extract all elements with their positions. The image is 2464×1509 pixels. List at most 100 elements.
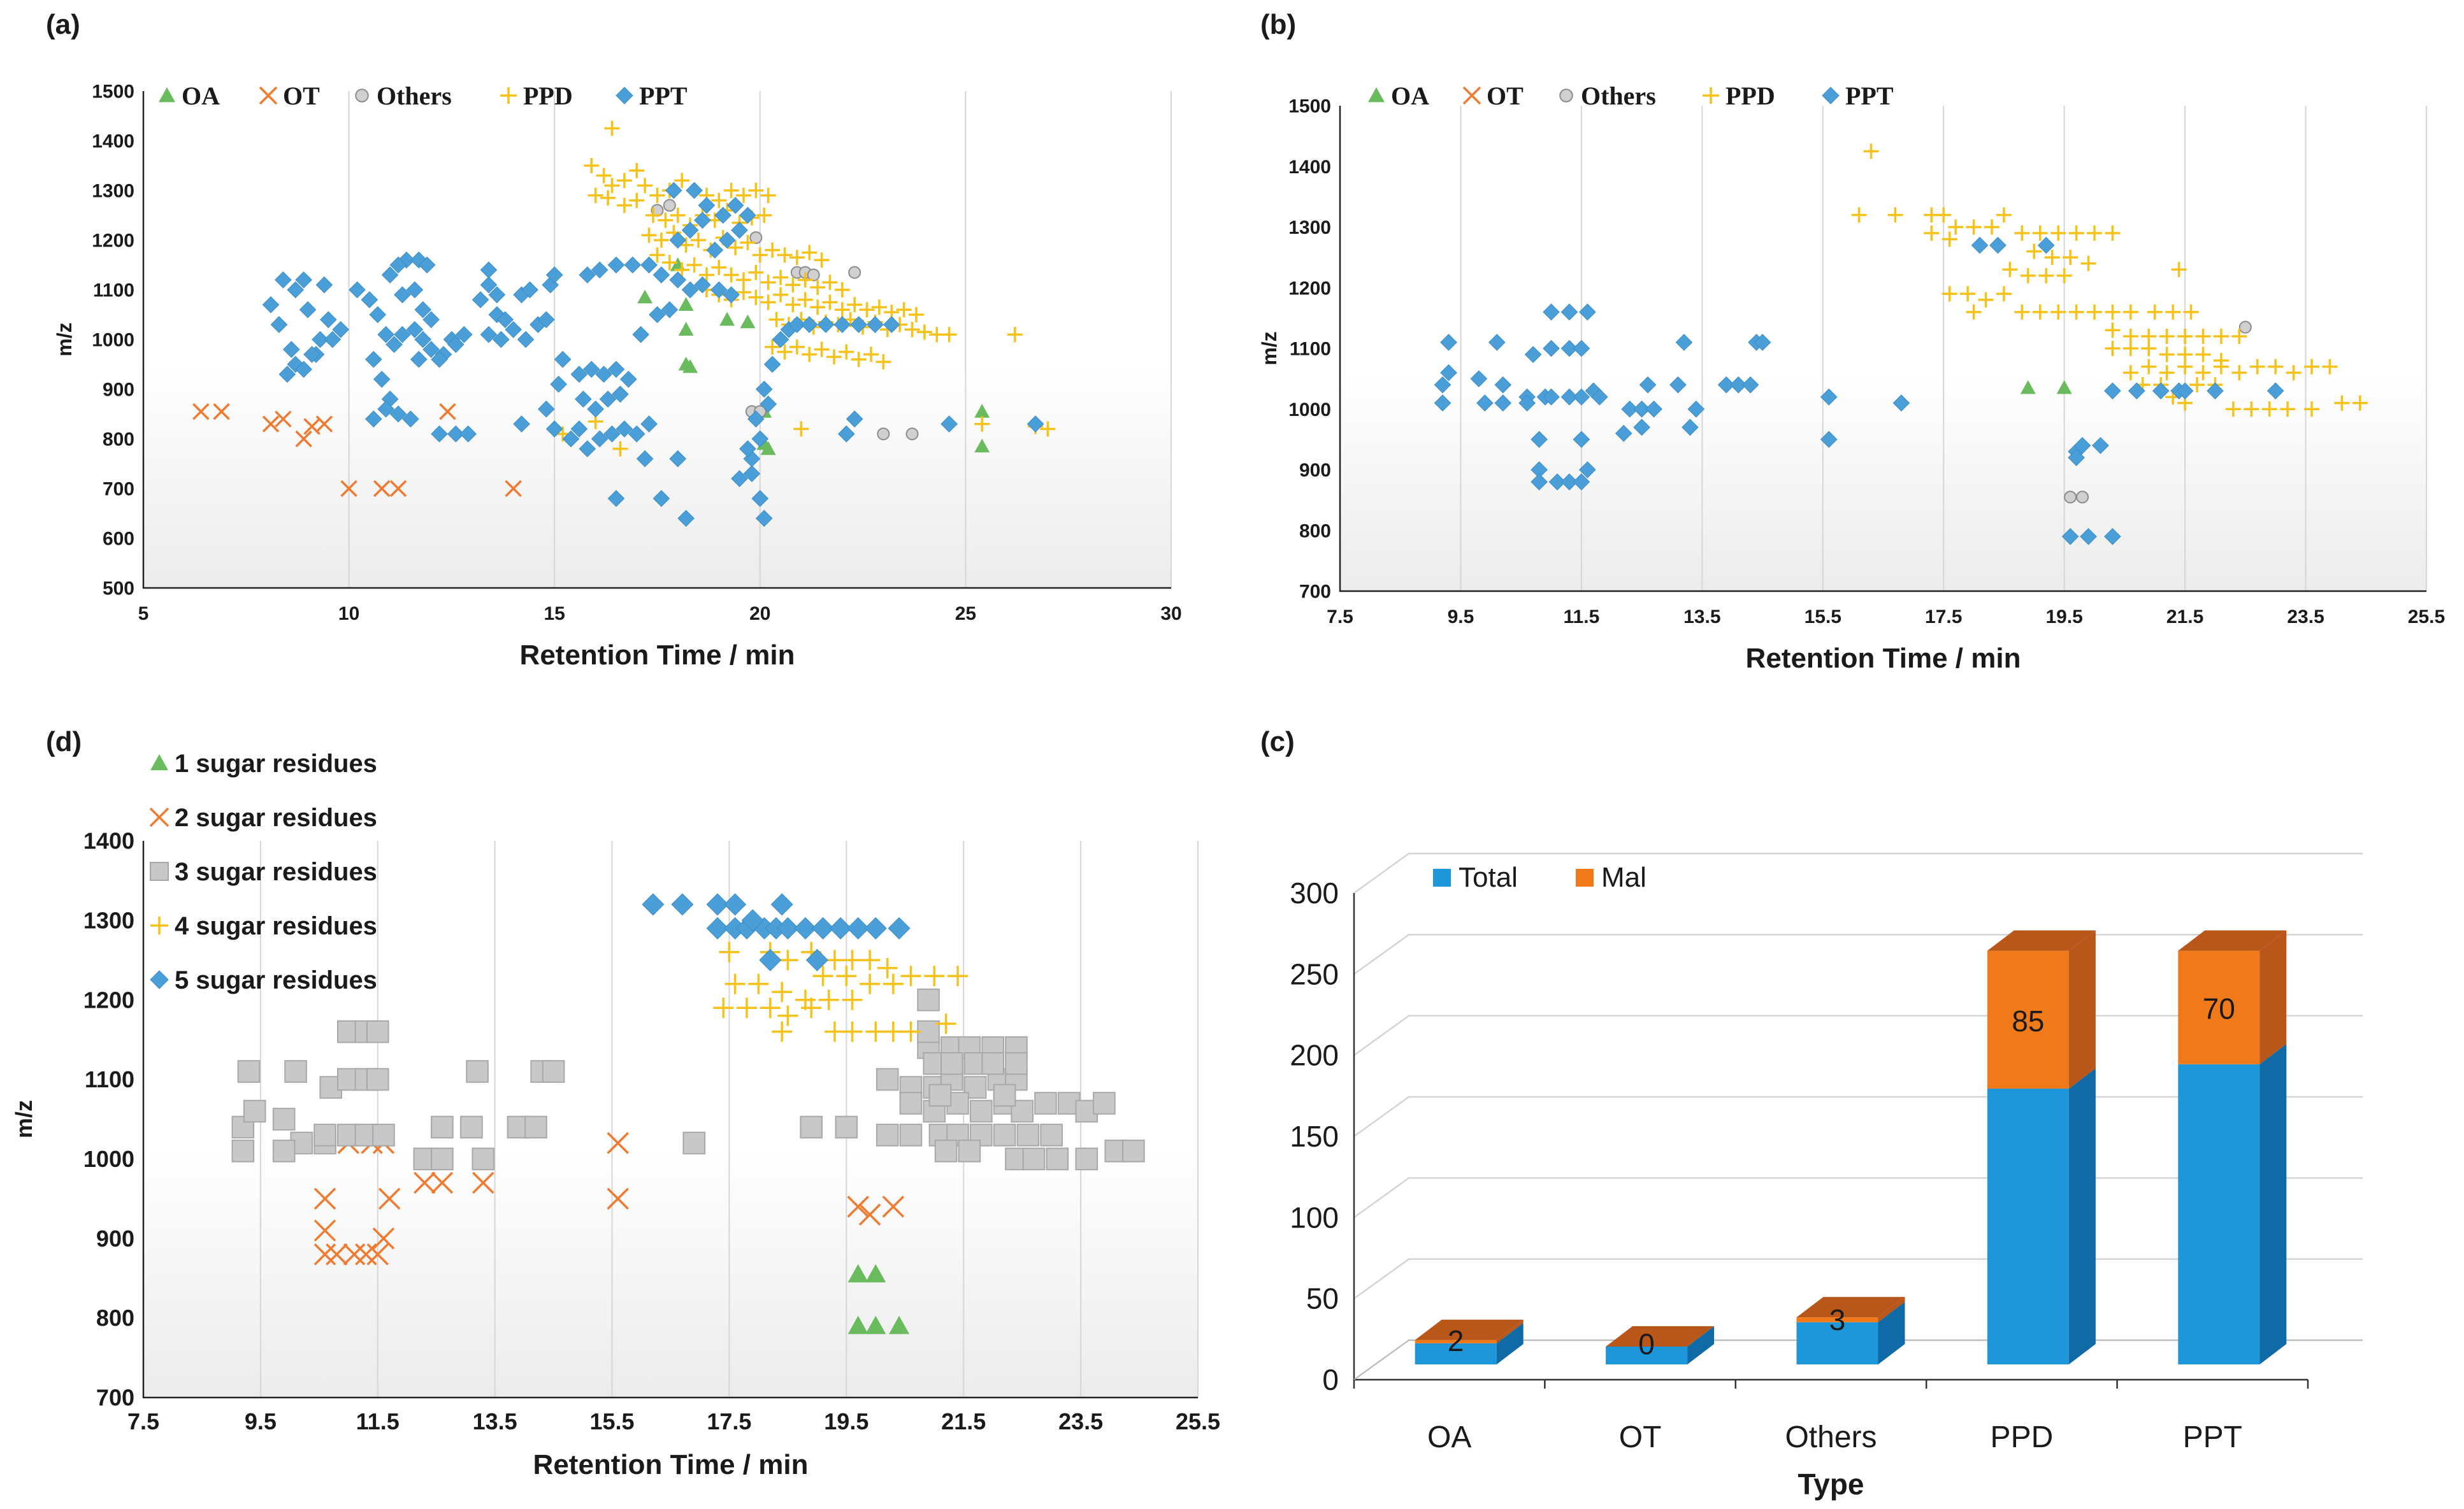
data-point-3-sugar-residues [1075, 1147, 1099, 1171]
x-tick-label: 25.5 [2408, 606, 2445, 627]
data-points [231, 893, 1145, 1334]
bar-total-front [1606, 1346, 1688, 1364]
data-point-ppt [739, 206, 756, 224]
data-point-4-sugar-residues [860, 973, 881, 994]
data-point-ppd [2087, 304, 2103, 320]
data-point-4-sugar-residues [719, 941, 740, 962]
data-point-ppd [2189, 377, 2205, 393]
data-point-2-sugar-residues [607, 1132, 629, 1154]
data-point-ppt [706, 241, 724, 259]
data-point-4-sugar-residues [924, 966, 945, 987]
legend: Total Mal [1433, 862, 1646, 893]
panel-d: (d) 7.5 9.5 11.5 13.5 15.5 17.5 19.5 21.5 23.5 25… [0, 726, 1232, 1509]
data-point-3-sugar-residues [366, 1020, 389, 1043]
data-point-ppd [773, 287, 789, 303]
data-point-ot [315, 415, 333, 433]
x-tick-label: 11.5 [1564, 606, 1600, 627]
data-point-ppd [2147, 304, 2163, 320]
data-point-ppd [839, 344, 854, 360]
y-tick-label: 1100 [93, 280, 134, 301]
data-point-ppt [772, 331, 789, 348]
data-point-ppd [645, 208, 661, 223]
legend: 1 sugar residues 2 sugar residues 3 sugar … [149, 750, 377, 994]
data-point-ppt [282, 341, 300, 358]
data-point-ppt [537, 311, 555, 329]
data-point-ppd [822, 275, 838, 290]
data-point-ppd [2014, 225, 2030, 241]
data-point-ppd [711, 192, 727, 208]
data-point-ppd [2159, 328, 2175, 344]
data-point-4-sugar-residues [760, 998, 781, 1019]
data-point-2-sugar-residues [431, 1171, 454, 1194]
data-point-ppd [1984, 219, 1999, 235]
data-point-ppt [1560, 388, 1578, 406]
legend-label: Others [377, 82, 452, 110]
data-point-3-sugar-residues [981, 1052, 1004, 1075]
data-point-ppd [2183, 304, 2199, 320]
legend-label: 2 sugar residues [175, 804, 377, 832]
data-point-ppd [629, 162, 645, 178]
x-tick-label: 23.5 [1058, 1408, 1103, 1434]
data-point-ppd [863, 347, 879, 362]
data-point-4-sugar-residues [818, 989, 839, 1010]
data-point-ppd [2159, 365, 2175, 381]
data-point-ot [373, 480, 391, 497]
data-point-ppt [332, 321, 350, 338]
data-point-ppt [694, 276, 711, 294]
data-point-4-sugar-residues [772, 982, 793, 1003]
data-point-ppt [410, 350, 428, 368]
bar-top [1415, 1319, 1524, 1340]
data-point-ppt [320, 311, 337, 329]
data-point-2-sugar-residues [313, 1219, 336, 1242]
data-point-ppt [686, 182, 703, 199]
data-point-3-sugar-residues [970, 1099, 993, 1123]
data-point-ppt [1440, 334, 1457, 351]
data-point-ppt [582, 361, 600, 378]
data-point-ppt [488, 286, 506, 304]
data-point-ppd [851, 352, 867, 368]
data-point-ppt [763, 355, 781, 373]
data-point-3-sugar-residues [682, 1131, 706, 1155]
data-point-ppd [658, 212, 674, 228]
data-point-4-sugar-residues [947, 966, 969, 987]
data-point-ppd [2032, 225, 2048, 241]
data-point-ot [295, 430, 312, 448]
bar-ppt: 70 [2178, 930, 2287, 1364]
data-point-ppd [587, 187, 603, 203]
data-point-ppd [2213, 328, 2229, 344]
data-point-ppt [1531, 473, 1548, 490]
y-tick-label: 1500 [1288, 96, 1331, 117]
data-point-ppt [418, 256, 436, 274]
data-point-ppt [575, 390, 592, 408]
data-point-ot [505, 480, 522, 497]
y-tick-label: 1200 [92, 231, 134, 252]
x-tick-label: 13.5 [473, 1408, 517, 1434]
legend-label: 4 sugar residues [175, 912, 377, 940]
data-point-ppd [908, 307, 924, 322]
x-tick-label: 11.5 [356, 1408, 400, 1434]
bar-oa: 2 [1415, 1319, 1524, 1364]
legend-label: Others [1581, 82, 1656, 110]
legend-label: PPD [523, 82, 573, 110]
data-point-5-sugar-residues [741, 909, 764, 932]
data-point-ppt [624, 256, 642, 274]
data-point-ppt [315, 276, 333, 294]
y-tick-label: 1300 [83, 907, 134, 933]
data-point-ot [275, 410, 292, 428]
data-point-ppt [669, 271, 687, 289]
data-point-ppt [493, 331, 510, 348]
bar-total-side [1496, 1322, 1524, 1364]
panel-a-label: (a) [46, 9, 80, 40]
data-point-4-sugar-residues [836, 966, 857, 987]
data-point-ppt [743, 450, 761, 468]
legend-swatch-total [1433, 869, 1451, 887]
x-tick-label: 9.5 [245, 1408, 277, 1434]
data-point-ppd [1936, 207, 1952, 223]
data-point-ppt [669, 450, 687, 468]
data-point-3-sugar-residues [542, 1060, 565, 1083]
legend-marker-ppd [500, 87, 517, 104]
data-point-ppt [867, 316, 884, 333]
data-point-ppt [694, 211, 711, 229]
y-axis-label: m/z [53, 322, 76, 356]
data-point-ppt [414, 301, 432, 318]
